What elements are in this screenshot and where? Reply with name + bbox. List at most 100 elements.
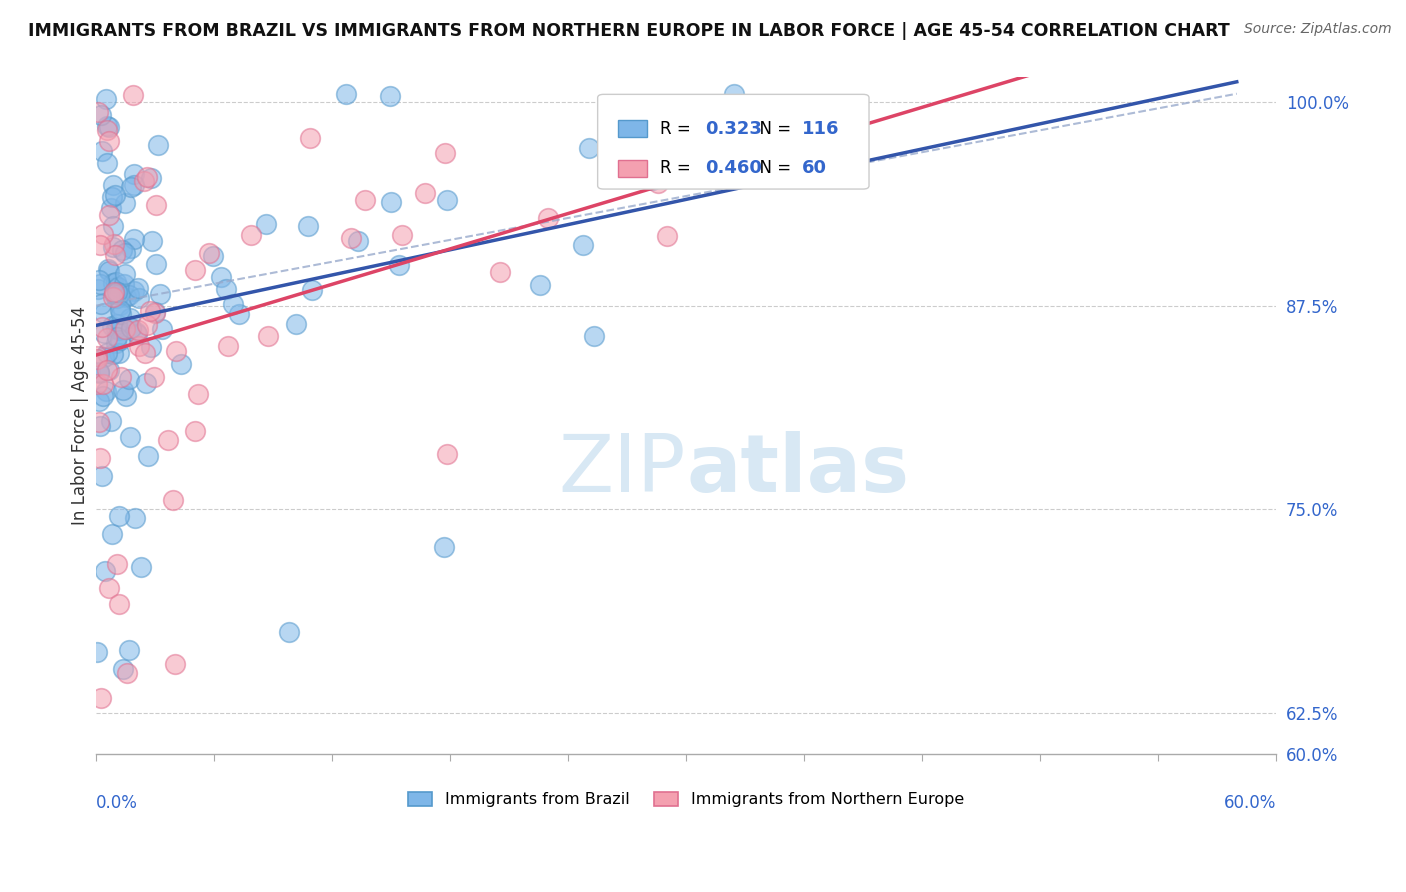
Point — [380, 194, 402, 209]
Point — [240, 227, 263, 242]
Point — [108, 333, 131, 347]
Point — [138, 304, 160, 318]
Point — [108, 298, 131, 312]
Point — [335, 87, 357, 101]
Point — [91, 145, 114, 159]
Point — [91, 389, 114, 403]
Point — [96, 330, 118, 344]
Point — [614, 160, 637, 174]
Point — [122, 178, 145, 193]
Point — [122, 167, 145, 181]
Point — [101, 290, 124, 304]
Point — [201, 249, 224, 263]
Point — [215, 282, 238, 296]
Point — [139, 340, 162, 354]
Text: atlas: atlas — [686, 431, 910, 508]
Text: N =: N = — [748, 159, 796, 178]
Point — [96, 384, 118, 399]
Point — [257, 329, 280, 343]
Point — [103, 287, 125, 301]
Text: IMMIGRANTS FROM BRAZIL VS IMMIGRANTS FROM NORTHERN EUROPE IN LABOR FORCE | AGE 4: IMMIGRANTS FROM BRAZIL VS IMMIGRANTS FRO… — [28, 22, 1230, 40]
Point — [391, 227, 413, 242]
Point — [118, 288, 141, 302]
Point — [136, 318, 159, 333]
Point — [198, 246, 221, 260]
Point — [346, 234, 368, 248]
Point — [162, 493, 184, 508]
Point — [165, 344, 187, 359]
Point — [105, 330, 128, 344]
Point — [146, 137, 169, 152]
FancyBboxPatch shape — [617, 160, 647, 177]
Point — [142, 370, 165, 384]
Point — [101, 276, 124, 290]
Point — [112, 322, 135, 336]
Point — [118, 310, 141, 325]
Point — [104, 248, 127, 262]
Point — [86, 376, 108, 391]
Text: N =: N = — [748, 120, 796, 137]
Point — [101, 319, 124, 334]
Point — [96, 346, 118, 360]
Point — [90, 296, 112, 310]
Point — [114, 322, 136, 336]
Point — [108, 509, 131, 524]
Point — [434, 146, 457, 161]
Point — [353, 193, 375, 207]
Point — [413, 186, 436, 200]
Point — [139, 170, 162, 185]
Point — [101, 178, 124, 193]
Point — [103, 285, 125, 300]
Point — [105, 291, 128, 305]
Point — [122, 87, 145, 102]
Point — [301, 283, 323, 297]
Point — [104, 188, 127, 202]
Text: Source: ZipAtlas.com: Source: ZipAtlas.com — [1244, 22, 1392, 37]
Point — [278, 624, 301, 639]
Point — [127, 281, 149, 295]
Point — [228, 307, 250, 321]
Point — [101, 347, 124, 361]
Point — [98, 581, 121, 595]
Point — [90, 108, 112, 122]
Point — [655, 228, 678, 243]
Point — [96, 363, 118, 377]
Point — [537, 211, 560, 225]
Point — [120, 241, 142, 255]
Point — [111, 243, 134, 257]
Point — [183, 263, 205, 277]
Text: R =: R = — [661, 159, 696, 178]
Point — [91, 227, 114, 241]
Point — [340, 231, 363, 245]
Point — [156, 433, 179, 447]
Point — [96, 123, 118, 137]
Point — [145, 257, 167, 271]
Point — [163, 657, 186, 672]
Point — [87, 282, 110, 296]
Point — [111, 662, 134, 676]
Point — [118, 643, 141, 657]
Point — [222, 296, 245, 310]
Text: 60.0%: 60.0% — [1223, 795, 1277, 813]
Point — [96, 119, 118, 133]
Point — [94, 91, 117, 105]
Point — [91, 377, 114, 392]
Text: 0.460: 0.460 — [704, 159, 762, 178]
Point — [298, 130, 321, 145]
Point — [96, 156, 118, 170]
Point — [90, 320, 112, 334]
Point — [125, 326, 148, 341]
Point — [110, 369, 132, 384]
Point — [86, 645, 108, 659]
Y-axis label: In Labor Force | Age 45-54: In Labor Force | Age 45-54 — [72, 306, 89, 525]
Point — [134, 174, 156, 188]
Point — [135, 376, 157, 390]
Point — [114, 389, 136, 403]
Text: 0.323: 0.323 — [704, 120, 762, 137]
Point — [108, 597, 131, 611]
Point — [134, 346, 156, 360]
Point — [108, 287, 131, 301]
Point — [86, 352, 108, 367]
Point — [297, 219, 319, 233]
Point — [100, 201, 122, 215]
